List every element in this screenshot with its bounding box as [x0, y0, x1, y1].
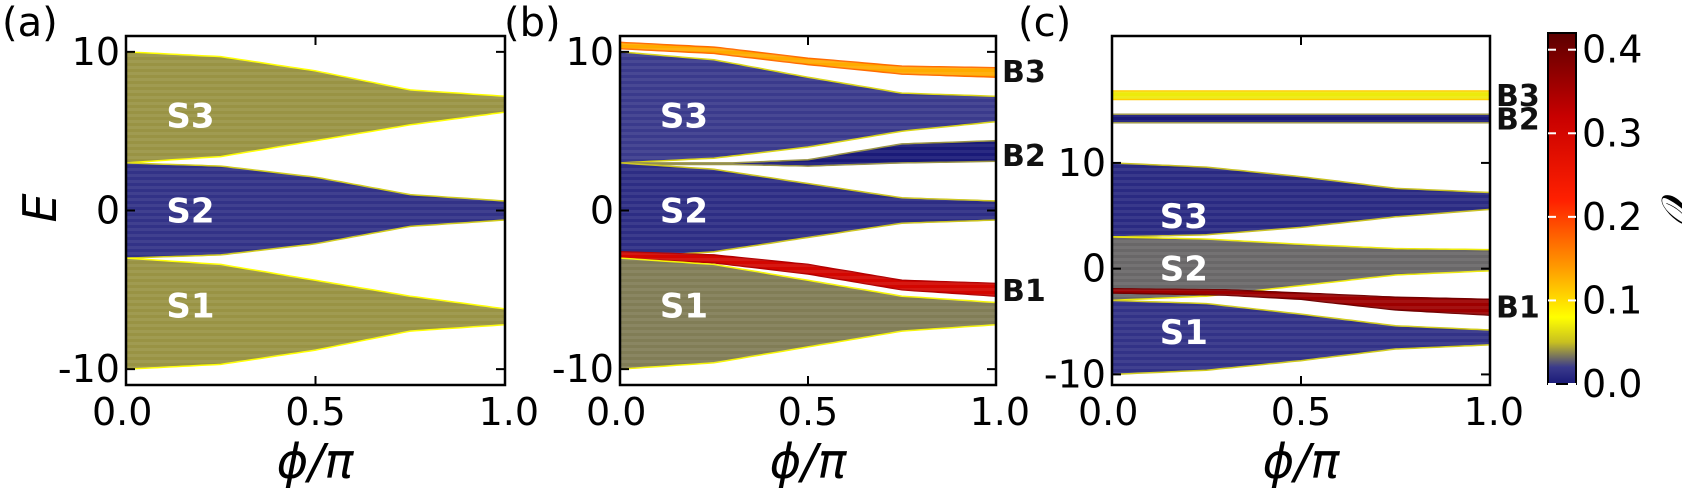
- band-label-s3: S3: [166, 96, 214, 136]
- band-s2-texture: [126, 162, 505, 259]
- x-tick-label: 0.5: [285, 390, 345, 434]
- panel-b-bands: S3 S2 S1: [619, 41, 997, 370]
- band-label-s1: S1: [166, 287, 214, 327]
- side-label-b3: B3: [1002, 55, 1046, 90]
- band-s1-texture: [620, 258, 996, 370]
- side-label-b3: B3: [1496, 79, 1540, 114]
- x-tick-label: 0.0: [586, 390, 646, 434]
- colorbar-tick-label: 0.4: [1582, 28, 1642, 72]
- panel-c-label: (c): [1018, 0, 1071, 46]
- y-tick-label: -10: [552, 347, 614, 391]
- band-b1-texture: [620, 251, 996, 297]
- side-label-b1: B1: [1496, 291, 1540, 326]
- band-s3-texture: [126, 51, 505, 163]
- band-label-s1: S1: [660, 287, 708, 327]
- band-b3-texture: [1112, 91, 1490, 100]
- x-tick-label: 1.0: [479, 390, 539, 434]
- band-b1-texture: [1112, 288, 1490, 316]
- colorbar-tick-label: 0.3: [1582, 111, 1642, 155]
- y-tick-label: 10: [1058, 141, 1106, 185]
- band-label-s2: S2: [166, 192, 214, 232]
- panel-a-label: (a): [2, 0, 58, 46]
- y-tick-label: 10: [566, 30, 614, 74]
- band-s3-texture: [620, 51, 996, 163]
- y-tick-label: 0: [1082, 247, 1106, 291]
- colorbar-ticks: 0.0 0.1 0.2 0.3 0.4: [1548, 28, 1642, 406]
- y-tick-label: 0: [590, 189, 614, 233]
- y-tick-label: -10: [58, 347, 120, 391]
- colorbar-tick-label: 0.0: [1582, 362, 1642, 406]
- panel-a-xlabel: ϕ/π: [277, 434, 355, 490]
- panel-a: S3 S2 S1 0.0 0.5 1.0 10 0 -10 (a) E ϕ/π: [2, 0, 539, 490]
- band-s2-texture: [1112, 236, 1490, 301]
- side-label-b2: B2: [1002, 139, 1046, 174]
- y-tick-label: 0: [96, 189, 120, 233]
- panel-c-xlabel: ϕ/π: [1263, 434, 1341, 490]
- band-s2-texture: [620, 162, 996, 259]
- band-b2-texture: [1112, 114, 1490, 123]
- band-s1-texture: [126, 258, 505, 370]
- x-tick-label: 0.0: [92, 390, 152, 434]
- band-label-s3: S3: [660, 96, 708, 136]
- side-label-b1: B1: [1002, 274, 1046, 309]
- panel-b-ticks: 0.0 0.5 1.0 10 0 -10 B3 B2 B1: [552, 30, 1046, 434]
- colorbar-bar: [1547, 32, 1577, 385]
- band-label-s2: S2: [660, 192, 708, 232]
- colorbar-label: 𝒪: [1651, 191, 1682, 229]
- x-tick-label: 1.0: [970, 390, 1030, 434]
- x-tick-label: 1.0: [1464, 390, 1524, 434]
- x-tick-label: 0.5: [778, 390, 838, 434]
- band-label-s1: S1: [1160, 313, 1208, 353]
- panel-a-bands: S3 S2 S1: [125, 51, 506, 370]
- y-tick-label: -10: [1044, 352, 1106, 396]
- panel-b: S3 S2 S1 0.0 0.5 1.0 10 0 -10 B3 B2 B1 (b) ϕ/π: [504, 0, 1046, 490]
- panel-a-ticks: 0.0 0.5 1.0 10 0 -10: [58, 30, 539, 434]
- colorbar-tick-label: 0.1: [1582, 278, 1642, 322]
- band-label-s3: S3: [1160, 197, 1208, 237]
- colorbar: 0.0 0.1 0.2 0.3 0.4 𝒪: [1547, 28, 1682, 406]
- panel-c-bands: S3 S2 S1: [1111, 90, 1491, 376]
- band-s3-texture: [1112, 162, 1490, 237]
- y-tick-label: 10: [72, 30, 120, 74]
- panel-b-label: (b): [504, 0, 561, 46]
- band-b2-texture: [620, 140, 996, 167]
- band-s1-texture: [1112, 300, 1490, 375]
- x-tick-label: 0.0: [1078, 390, 1138, 434]
- x-tick-label: 0.5: [1271, 390, 1331, 434]
- band-b3-texture: [620, 42, 996, 78]
- panel-b-xlabel: ϕ/π: [770, 434, 848, 490]
- band-label-s2: S2: [1160, 250, 1208, 290]
- colorbar-tick-label: 0.2: [1582, 195, 1642, 239]
- panel-a-ylabel: E: [13, 193, 67, 222]
- side-label-b2: B2: [1496, 102, 1540, 137]
